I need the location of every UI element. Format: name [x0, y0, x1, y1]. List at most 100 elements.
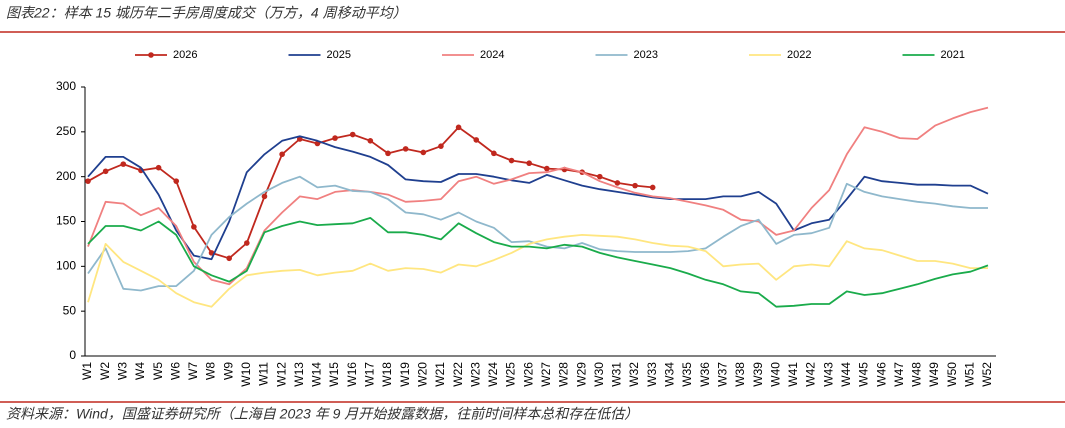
x-tick-label: W38: [733, 362, 747, 387]
x-tick-label: W45: [857, 362, 871, 387]
series-marker: [649, 184, 656, 191]
x-tick-label: W14: [310, 362, 324, 387]
x-tick-label: W30: [592, 362, 606, 387]
series-marker: [349, 131, 356, 138]
y-tick-label: 300: [56, 79, 76, 93]
x-tick-label: W18: [380, 362, 394, 387]
x-tick-label: W5: [151, 362, 165, 380]
x-tick-label: W42: [804, 362, 818, 387]
series-marker: [155, 164, 162, 171]
series-marker: [226, 255, 232, 262]
x-tick-label: W52: [980, 362, 994, 387]
legend-label: 2023: [634, 49, 658, 61]
x-tick-label: W20: [415, 362, 429, 387]
x-tick-label: W13: [292, 362, 306, 387]
x-tick-label: W17: [363, 362, 377, 387]
x-tick-label: W47: [892, 362, 906, 387]
x-tick-label: W24: [486, 362, 500, 387]
x-tick-label: W21: [433, 362, 447, 387]
legend-label: 2022: [787, 49, 811, 61]
x-tick-label: W39: [751, 362, 765, 387]
x-tick-label: W7: [186, 362, 200, 380]
x-tick-label: W26: [521, 362, 535, 387]
y-tick-label: 100: [56, 259, 76, 273]
series-marker: [544, 165, 550, 172]
y-tick-label: 150: [56, 214, 76, 228]
x-tick-label: W11: [257, 362, 271, 386]
series-marker: [120, 161, 127, 167]
x-tick-label: W41: [786, 362, 800, 387]
x-tick-label: W35: [680, 362, 694, 387]
y-tick-label: 250: [56, 124, 76, 138]
x-tick-label: W2: [98, 362, 112, 380]
x-tick-label: W8: [204, 362, 218, 380]
x-tick-label: W32: [627, 362, 641, 387]
series-marker: [526, 160, 532, 167]
x-tick-label: W44: [839, 362, 853, 387]
legend-label: 2025: [327, 49, 351, 61]
series-marker: [367, 138, 374, 144]
x-tick-label: W50: [945, 362, 959, 387]
x-tick-label: W51: [963, 362, 977, 387]
x-tick-label: W23: [468, 362, 482, 387]
source: 资料来源：Wind，国盛证券研究所（上海自 2023 年 9 月开始披露数据，往…: [6, 406, 638, 422]
y-tick-label: 0: [69, 348, 76, 362]
y-tick-label: 50: [63, 303, 77, 317]
series-marker: [402, 146, 409, 152]
series-line: [87, 106, 989, 286]
series-marker: [508, 157, 515, 164]
x-tick-label: W12: [274, 362, 288, 387]
series-line: [87, 175, 988, 292]
x-tick-label: W22: [451, 362, 465, 387]
y-tick-label: 200: [56, 169, 76, 183]
series-marker: [614, 180, 621, 186]
series-marker: [296, 136, 303, 142]
series-marker: [102, 168, 109, 175]
x-tick-label: W9: [221, 362, 235, 380]
series-marker: [438, 143, 444, 149]
series-marker: [385, 150, 391, 157]
series-marker: [473, 137, 480, 143]
series-marker: [191, 224, 197, 230]
x-tick-label: W27: [539, 362, 553, 387]
legend-marker: [148, 52, 154, 58]
series-marker: [632, 182, 638, 189]
x-tick-label: W36: [698, 362, 712, 387]
x-tick-label: W37: [715, 362, 729, 387]
x-tick-label: W6: [168, 362, 182, 380]
x-tick-label: W31: [610, 362, 624, 387]
x-tick-label: W19: [398, 362, 412, 387]
legend-label: 2026: [173, 49, 197, 61]
x-tick-label: W1: [80, 362, 94, 380]
series-marker: [332, 135, 338, 141]
x-tick-label: W40: [768, 362, 782, 387]
series-line: [87, 234, 988, 308]
x-tick-label: W33: [645, 362, 659, 387]
x-tick-label: W29: [574, 362, 588, 387]
x-tick-label: W4: [133, 362, 147, 380]
series-marker: [420, 149, 427, 156]
series-marker: [279, 151, 285, 158]
series-marker: [596, 173, 603, 180]
x-tick-label: W3: [115, 362, 129, 380]
legend-label: 2024: [480, 49, 504, 61]
series-marker: [85, 178, 91, 184]
x-tick-label: W25: [504, 362, 518, 387]
chart-title: 图表22：样本 15 城历年二手房周度成交（万方，4 周移动平均）: [6, 5, 407, 21]
x-tick-label: W34: [663, 362, 677, 387]
series-line: [87, 217, 989, 308]
x-tick-label: W15: [327, 362, 341, 387]
x-tick-label: W43: [821, 362, 835, 387]
legend-label: 2021: [941, 49, 965, 61]
series-marker: [261, 193, 268, 200]
series-marker: [173, 178, 180, 184]
x-tick-label: W16: [345, 362, 359, 387]
series-marker: [491, 150, 497, 157]
series-line: [87, 135, 989, 261]
x-tick-label: W28: [557, 362, 571, 387]
x-tick-label: W48: [910, 362, 924, 387]
x-tick-label: W10: [239, 362, 253, 387]
series-marker: [455, 124, 462, 131]
series-marker: [244, 240, 250, 246]
